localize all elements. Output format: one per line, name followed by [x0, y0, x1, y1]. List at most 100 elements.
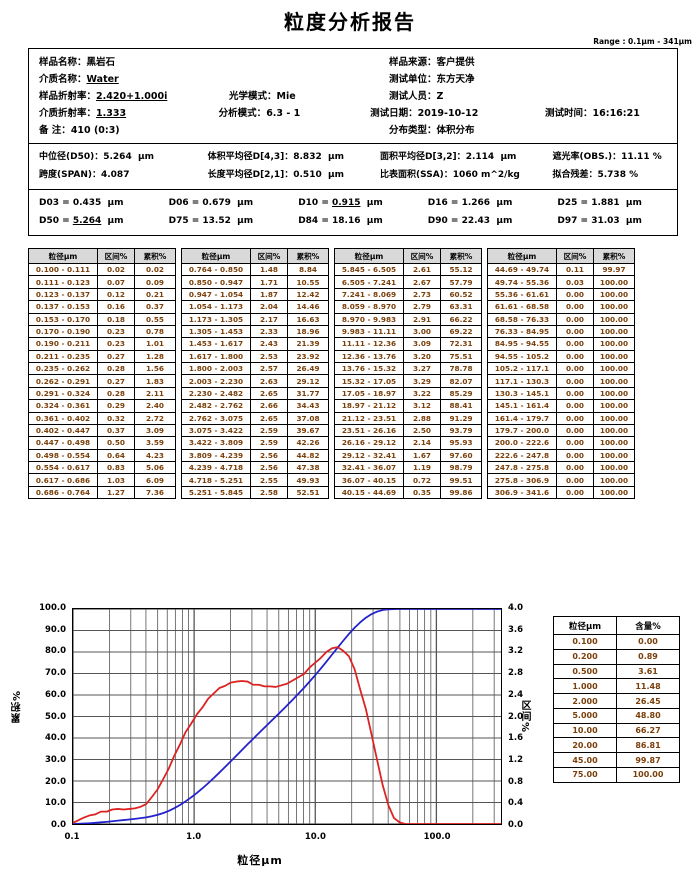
cumulative-pct-cell: 93.79	[440, 423, 482, 438]
medium-ri-field: 介质折射率：1.333	[29, 105, 209, 122]
y-axis-tick-right: 2.0	[508, 711, 524, 722]
table-row: 179.7 - 200.0 0.00 100.00	[487, 423, 635, 438]
table-row: 0.123 - 0.137 0.12 0.21	[28, 287, 176, 302]
interval-pct-cell: 0.02	[97, 262, 135, 277]
size-range-cell: 9.983 - 11.11	[334, 324, 404, 339]
table-row: 8.970 - 9.983 2.91 66.22	[334, 312, 482, 326]
chart-svg	[72, 608, 501, 825]
interval-pct-cell: 2.63	[250, 374, 288, 388]
distribution-table-1: 粒径μm 区间% 累积% 0.100 - 0.111 0.02 0.02 0.111 - 0…	[28, 248, 176, 500]
size-range-cell: 6.505 - 7.241	[334, 275, 404, 289]
summary-table: 粒径μm 含量% 0.100 0.00 0.200 0.89 0.500 3.61 1.000…	[553, 616, 680, 783]
cumulative-pct-cell: 85.29	[440, 386, 482, 401]
area-mean-label: 面积平均径D[3,2]：	[380, 152, 466, 162]
percentile-label: D06 =	[168, 198, 203, 208]
table-row: 117.1 - 130.3 0.00 100.00	[487, 374, 635, 388]
table-row: 26.16 - 29.12 2.14 95.93	[334, 436, 482, 450]
summary-content-cell: 48.80	[616, 707, 680, 724]
y-axis-tick-left: 30.0	[45, 754, 66, 765]
table-row: 29.12 - 32.41 1.67 97.60	[334, 448, 482, 463]
dist-type-label: 分布类型：	[389, 125, 437, 136]
statistics-box: 中位径(D50)：5.264 μm 体积平均径D[4,3]：8.832 μm 面…	[28, 144, 678, 190]
summary-size-cell: 0.500	[553, 663, 617, 680]
percentile-label: D16 =	[427, 198, 462, 208]
interval-pct-cell: 2.56	[250, 448, 288, 463]
interval-pct-cell: 1.19	[403, 460, 441, 475]
percentile-d84: D84 = 18.16 μm	[288, 212, 418, 230]
vol-mean-value: 8.832	[293, 152, 322, 162]
chart-tick-layer: 0.0 10.0 20.0 30.0 40.0 50.0 60.0 70.0 80.0 90.0 1…	[0, 603, 700, 830]
percentile-d75: D75 = 13.52 μm	[159, 212, 289, 230]
table-row: 0.111 - 0.123 0.07 0.09	[28, 275, 176, 289]
table-row: 2.482 - 2.762 2.66 34.43	[181, 399, 329, 413]
size-range-cell: 2.482 - 2.762	[181, 399, 251, 413]
percentile-label: D10 =	[298, 198, 332, 208]
percentile-d97: D97 = 31.03 μm	[547, 212, 677, 230]
summary-content-cell: 0.89	[616, 648, 680, 665]
interval-pct-cell: 2.53	[250, 349, 288, 364]
table-header-row: 粒径μm 区间% 累积%	[181, 248, 329, 264]
size-range-cell: 0.554 - 0.617	[28, 460, 98, 475]
percentile-d06: D06 = 0.679 μm	[159, 194, 289, 212]
cumulative-pct-cell: 88.41	[440, 399, 482, 413]
size-range-cell: 0.498 - 0.554	[28, 448, 98, 463]
obscuration-label: 遮光率(OBS.)：	[552, 152, 622, 162]
cumulative-pct-cell: 97.60	[440, 448, 482, 463]
summary-content-cell: 26.45	[616, 693, 680, 709]
summary-size-cell: 10.00	[553, 722, 617, 739]
interval-pct-cell: 0.28	[97, 361, 135, 376]
summary-size-cell: 0.100	[553, 634, 617, 650]
summary-row: 0.100 0.00	[553, 634, 680, 650]
cumulative-pct-cell: 100.00	[593, 300, 635, 314]
size-range-cell: 8.059 - 8.970	[334, 300, 404, 314]
interval-pct-cell: 0.00	[556, 300, 594, 314]
interval-pct-cell: 2.73	[403, 287, 441, 302]
cumulative-pct-cell: 100.00	[593, 374, 635, 388]
median-field: 中位径(D50)：5.264 μm	[29, 148, 208, 166]
summary-content-cell: 100.00	[616, 767, 680, 783]
table-row: 68.58 - 76.33 0.00 100.00	[487, 312, 635, 326]
distribution-table-4: 粒径μm 区间% 累积% 44.69 - 49.74 0.11 99.97 49.74 - …	[487, 248, 635, 500]
table-row: 0.137 - 0.153 0.16 0.37	[28, 300, 176, 314]
summary-content-cell: 66.27	[616, 722, 680, 739]
percentile-unit: μm	[619, 216, 642, 226]
percentile-unit: μm	[230, 216, 254, 226]
size-range-cell: 1.054 - 1.173	[181, 300, 251, 314]
residual-field: 拟合残差：5.738 %	[552, 166, 677, 184]
median-label: 中位径(D50)：	[39, 152, 104, 162]
cumulative-pct-cell: 4.23	[134, 448, 176, 463]
column-header-0: 粒径μm	[334, 248, 404, 264]
interval-pct-cell: 0.18	[97, 312, 135, 326]
summary-row: 45.00 99.87	[553, 752, 680, 769]
size-range-cell: 18.97 - 21.12	[334, 399, 404, 413]
test-date-field: 测试日期：2019-10-12	[360, 105, 535, 122]
interval-pct-cell: 0.27	[97, 374, 135, 388]
interval-pct-cell: 0.29	[97, 399, 135, 413]
cumulative-pct-cell: 0.55	[134, 312, 176, 326]
area-mean-value: 2.114	[465, 152, 495, 162]
interval-pct-cell: 2.50	[403, 423, 441, 438]
table-row: 0.850 - 0.947 1.71 10.55	[181, 275, 329, 289]
interval-pct-cell: 1.71	[250, 275, 288, 289]
sample-name-value: 黑岩石	[86, 57, 116, 68]
interval-pct-cell: 0.00	[556, 349, 594, 364]
y-axis-tick-left: 50.0	[45, 711, 66, 722]
cumulative-pct-cell: 100.00	[593, 448, 635, 463]
percentile-d25: D25 = 1.881 μm	[547, 194, 677, 212]
size-range-cell: 0.291 - 0.324	[28, 386, 98, 401]
obscuration-value: 11.11 %	[621, 152, 662, 162]
cumulative-pct-cell: 100.00	[593, 361, 635, 376]
test-unit-value: 东方天净	[436, 74, 475, 85]
spacer-3	[219, 122, 379, 139]
cumulative-pct-cell: 12.42	[287, 287, 329, 302]
table-header-row: 粒径μm 区间% 累积%	[487, 248, 635, 264]
range-label: Range : 0.1μm - 341μm	[593, 37, 692, 46]
interval-pct-cell: 2.88	[403, 411, 441, 425]
optical-model-value: Mie	[276, 91, 296, 102]
percentile-d50: D50 = 5.264 μm	[29, 212, 159, 230]
summary-content-cell: 86.81	[616, 737, 680, 754]
table-row: 200.0 - 222.6 0.00 100.00	[487, 436, 635, 450]
cumulative-pct-cell: 3.59	[134, 436, 176, 450]
interval-pct-cell: 0.23	[97, 337, 135, 351]
sample-ri-label: 样品折射率：	[39, 91, 97, 102]
